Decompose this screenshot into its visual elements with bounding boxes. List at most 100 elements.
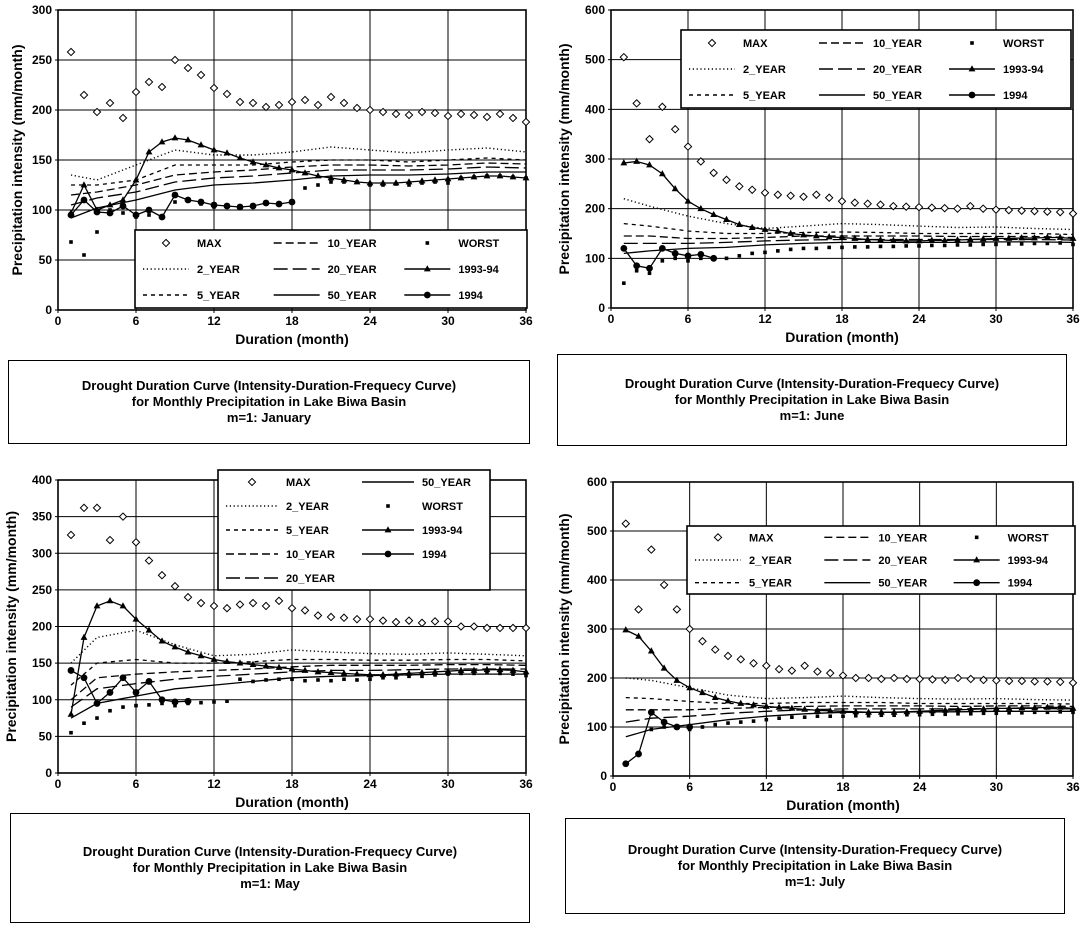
data-point-1993-94 [184, 648, 192, 655]
legend-label: 1993-94 [1008, 555, 1049, 567]
data-point-1993-94 [941, 236, 949, 243]
data-point-1993-94 [724, 697, 732, 704]
data-point-max [404, 110, 414, 120]
data-point-worst [1007, 710, 1011, 715]
data-point-1994 [210, 201, 218, 209]
data-point-worst [134, 703, 138, 708]
x-tick-label: 30 [989, 312, 1003, 326]
data-point-max [144, 77, 154, 87]
data-point-1993-94 [826, 707, 834, 714]
data-point-max [632, 99, 641, 108]
data-point-1994 [184, 196, 192, 204]
data-point-max [157, 82, 167, 92]
data-point-worst [459, 671, 463, 676]
data-point-1993-94 [249, 158, 257, 165]
data-point-worst [930, 243, 934, 248]
caption-line-1: Drought Duration Curve (Intensity-Durati… [627, 842, 1003, 857]
chart-caption-june: Drought Duration Curve (Intensity-Durati… [557, 354, 1067, 446]
data-point-worst [95, 230, 99, 234]
data-point-max [430, 108, 440, 118]
data-point-1993-94 [197, 141, 205, 148]
legend-marker [968, 65, 976, 72]
data-point-max [966, 674, 976, 684]
legend-item-5-year: 5_YEAR [143, 290, 240, 302]
data-point-worst [776, 249, 780, 253]
data-point-1993-94 [145, 148, 153, 155]
y-tick-label: 0 [600, 769, 607, 783]
data-point-worst [647, 271, 652, 276]
data-point-1994 [710, 254, 718, 262]
data-point-max [1068, 678, 1078, 688]
legend-box [134, 229, 528, 309]
data-point-max [696, 157, 706, 166]
data-point-max [118, 113, 128, 123]
chart-panel-may: 0 6 12 18 24 30 36 0 50 100 150 200 250 300 350 400 Dura… [0, 469, 540, 944]
legend-label: MAX [197, 238, 222, 250]
data-point-max [953, 673, 963, 683]
series-line-5-year [71, 157, 527, 186]
y-tick-label: 250 [32, 53, 52, 67]
data-point-1994 [684, 252, 692, 260]
series-10-year [70, 663, 527, 701]
data-point-max [261, 601, 271, 611]
chart-panel-january: 0 6 12 18 24 30 36 0 50 100 150 200 250 300 Duration (… [0, 0, 540, 470]
data-point-1993-94 [496, 665, 504, 673]
series-line-10-year [625, 705, 1074, 711]
legend-item-1993-94: 1993-94 [404, 264, 500, 276]
x-tick-label: 0 [55, 314, 62, 328]
legend-item-1994: 1994 [953, 578, 1033, 590]
legend-item-20-year: 20_YEAR [273, 264, 377, 276]
data-point-1994 [197, 198, 205, 206]
data-point-1993-94 [710, 210, 718, 218]
series-1993-94 [67, 597, 530, 717]
data-point-1993-94 [522, 174, 530, 181]
x-axis-label: Duration (month) [235, 794, 349, 810]
data-point-worst [1071, 242, 1075, 247]
series-line-5-year [70, 658, 527, 686]
caption-line-1: Drought Duration Curve (Intensity-Durati… [82, 844, 458, 859]
legend: MAX 10_YEAR WORST 2_YEAR 20_YEAR 1993-94 5_YEA… [134, 229, 528, 309]
legend-item-10-year: 10_YEAR [824, 532, 927, 544]
data-point-worst [751, 719, 756, 723]
legend-label: 1994 [1003, 90, 1028, 102]
data-point-max [352, 614, 362, 624]
data-point-1993-94 [171, 134, 179, 141]
caption-line-1: Drought Duration Curve (Intensity-Durati… [81, 378, 457, 393]
data-point-worst [955, 243, 960, 247]
data-point-worst [865, 245, 870, 249]
data-point-max [66, 47, 76, 57]
data-point-worst [212, 700, 216, 704]
data-point-1994 [184, 697, 192, 705]
data-point-max [659, 580, 669, 590]
data-point-worst [763, 250, 767, 255]
data-point-max [645, 134, 654, 144]
data-point-max [1004, 205, 1014, 215]
data-point-1993-94 [418, 177, 426, 184]
data-point-worst [660, 259, 665, 263]
data-point-max [443, 111, 453, 121]
data-point-max [79, 90, 89, 100]
data-point-max [248, 98, 258, 108]
legend-label: 20_YEAR [878, 555, 927, 567]
data-point-1993-94 [275, 164, 283, 171]
caption-line-3: m=1: June [779, 408, 845, 423]
caption-line-2: for Monthly Precipitation in Lake Biwa B… [677, 858, 953, 873]
data-point-1993-94 [620, 159, 628, 166]
data-point-1993-94 [646, 161, 653, 168]
data-point-1993-94 [210, 655, 218, 662]
data-point-1994 [288, 198, 296, 206]
data-point-max [966, 201, 975, 211]
data-point-1993-94 [992, 704, 1000, 711]
legend: MAX 50_YEAR 2_YEAR WORST 5_YEAR 1993-94 10_YEA… [217, 469, 491, 591]
legend-marker [968, 91, 976, 99]
data-point-1993-94 [748, 223, 756, 230]
data-point-worst [802, 715, 807, 719]
data-point-max [469, 110, 479, 120]
legend-item-10-year: 10_YEAR [226, 549, 335, 561]
legend-label: 1994 [1008, 578, 1033, 590]
data-point-worst [904, 244, 908, 248]
series-1993-94 [67, 134, 530, 216]
data-point-worst [942, 243, 947, 248]
data-point-worst [1032, 710, 1037, 715]
legend-label: 2_YEAR [749, 555, 792, 567]
